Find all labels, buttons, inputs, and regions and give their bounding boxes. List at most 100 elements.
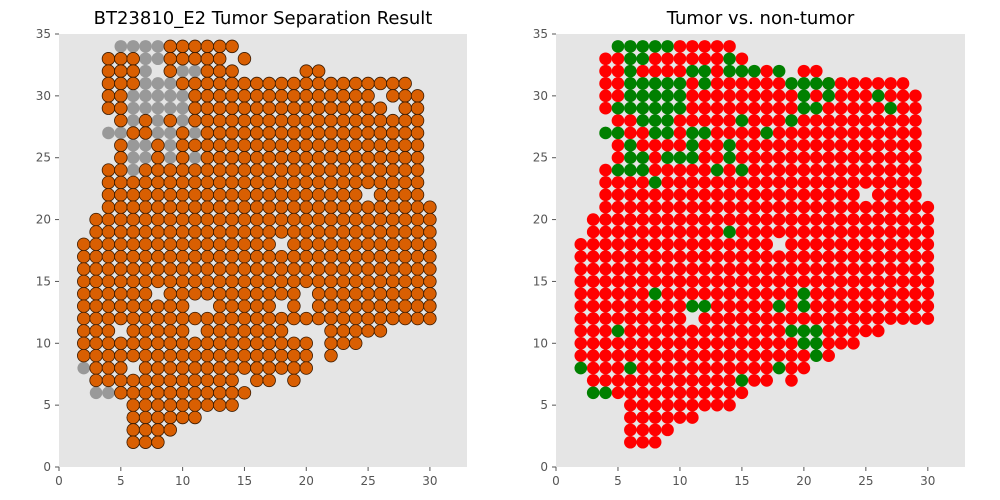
data-point	[175, 200, 190, 214]
data-point	[311, 287, 326, 301]
data-point	[909, 312, 922, 325]
data-point	[686, 250, 699, 263]
data-point	[723, 40, 736, 53]
data-point	[175, 39, 190, 54]
data-point	[661, 386, 674, 400]
data-point	[101, 373, 116, 388]
data-point	[163, 64, 177, 78]
data-point	[648, 411, 662, 424]
data-point	[847, 250, 860, 263]
data-point	[673, 324, 687, 338]
data-point	[386, 249, 400, 264]
data-point	[686, 151, 699, 165]
data-point	[624, 225, 637, 239]
data-point	[213, 348, 227, 363]
data-point	[114, 101, 128, 115]
data-point	[921, 225, 935, 239]
data-point	[386, 287, 400, 301]
data-point	[884, 287, 897, 301]
data-point	[225, 101, 239, 115]
data-point	[213, 151, 227, 165]
data-point	[200, 287, 215, 301]
data-point	[188, 311, 202, 326]
data-point	[163, 212, 177, 227]
data-point	[175, 311, 190, 326]
data-point	[250, 336, 264, 350]
y-tick-label: 15	[36, 274, 51, 288]
data-point	[661, 349, 674, 362]
data-point	[126, 126, 140, 140]
data-point	[262, 336, 276, 350]
data-point	[760, 139, 773, 152]
data-point	[237, 163, 252, 177]
y-tick-label: 5	[43, 398, 51, 412]
data-point	[213, 262, 227, 276]
data-point	[237, 188, 252, 202]
data-point	[410, 138, 425, 153]
y-tick-label: 15	[533, 274, 548, 288]
data-point	[175, 398, 190, 412]
data-point	[661, 275, 674, 288]
data-point	[834, 238, 848, 251]
data-point	[200, 311, 215, 326]
data-point	[834, 126, 848, 140]
data-point	[735, 299, 749, 313]
data-point	[847, 324, 860, 338]
data-point	[686, 225, 699, 239]
data-point	[250, 299, 264, 313]
data-point	[299, 361, 313, 375]
data-point	[163, 113, 177, 128]
data-point	[138, 435, 153, 449]
data-point	[648, 398, 662, 412]
data-point	[200, 361, 215, 375]
data-point	[636, 275, 650, 288]
data-point	[661, 411, 674, 424]
data-point	[673, 349, 687, 362]
data-point	[599, 250, 612, 263]
data-point	[785, 275, 798, 288]
data-point	[797, 77, 811, 90]
data-point	[698, 398, 712, 412]
data-point	[760, 238, 773, 251]
data-point	[89, 311, 103, 326]
data-point	[723, 77, 736, 90]
data-point	[686, 89, 699, 103]
data-point	[151, 40, 165, 53]
data-point	[237, 175, 252, 190]
data-point	[386, 151, 400, 165]
data-point	[735, 324, 749, 338]
data-point	[710, 188, 724, 202]
data-point	[661, 114, 674, 127]
data-point	[599, 126, 612, 140]
data-point	[599, 287, 612, 301]
data-point	[200, 348, 215, 363]
data-point	[748, 299, 761, 313]
data-point	[336, 225, 351, 239]
data-point	[785, 349, 798, 362]
data-point	[847, 287, 860, 301]
data-point	[574, 250, 588, 263]
data-point	[611, 126, 625, 140]
data-point	[611, 349, 625, 362]
data-point	[250, 101, 264, 115]
data-point	[262, 113, 276, 128]
data-point	[373, 113, 388, 128]
data-point	[163, 262, 177, 276]
data-point	[373, 299, 388, 313]
data-point	[896, 101, 910, 115]
data-point	[163, 324, 177, 338]
data-point	[237, 237, 252, 252]
data-point	[785, 101, 798, 115]
data-point	[735, 225, 749, 239]
data-point	[809, 151, 823, 165]
data-point	[237, 274, 252, 289]
data-point	[250, 225, 264, 239]
data-point	[574, 275, 588, 288]
data-point	[710, 374, 724, 387]
data-point	[710, 213, 724, 226]
data-point	[661, 64, 674, 78]
data-point	[200, 212, 215, 227]
data-point	[772, 200, 786, 214]
data-point	[809, 238, 823, 251]
data-point	[698, 114, 712, 127]
